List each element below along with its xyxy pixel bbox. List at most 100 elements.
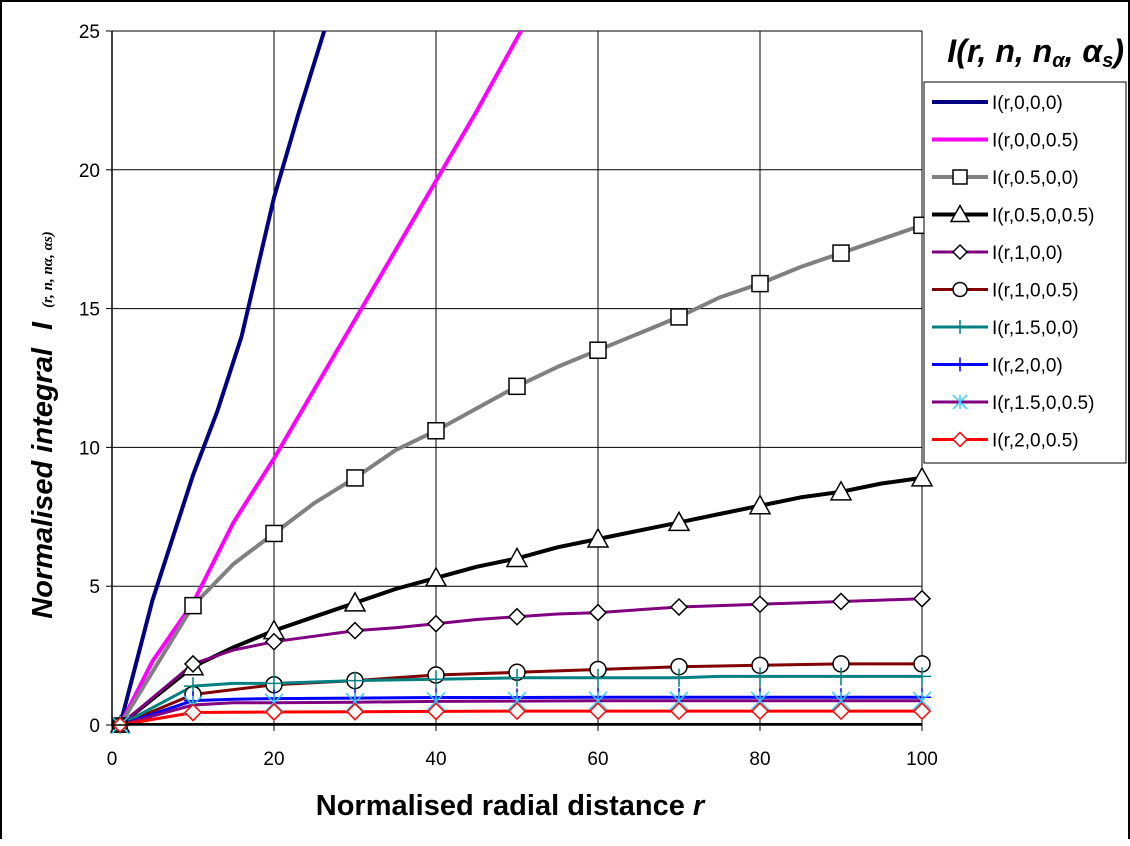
legend-label: I(r,1.5,0,0) [992, 318, 1079, 339]
marker-diamond [750, 702, 770, 721]
y-tick-label: 25 [79, 22, 100, 43]
marker-square [508, 377, 526, 396]
y-axis-title-text: Normalised integral [27, 347, 59, 619]
legend: I(r,0,0,0) I(r,0,0,0.5) I(r,0.5,0,0) I(r,0.… [923, 81, 1127, 464]
marker-circle [952, 281, 968, 298]
y-tick-label: 10 [79, 438, 100, 459]
series-line [118, 475, 922, 725]
legend-label: I(r,1,0,0.5) [992, 281, 1079, 302]
marker-square [670, 308, 688, 326]
chart-title: I(r, n, nα, αs) [947, 33, 1124, 72]
series-line [118, 31, 523, 725]
series-line [118, 695, 922, 725]
marker-triangle [910, 466, 934, 487]
marker-square [589, 341, 607, 359]
grid-lines [112, 30, 923, 725]
marker-triangle [424, 566, 448, 587]
marker-plus [832, 667, 850, 686]
title-close: ) [1110, 33, 1124, 69]
marker-diamond [912, 589, 932, 608]
marker-diamond [669, 702, 689, 721]
legend-item: I(r,0,0,0) [932, 93, 1063, 114]
marker-triangle [667, 510, 691, 532]
y-tick-label: 20 [79, 161, 100, 182]
x-tick-label: 80 [749, 749, 770, 770]
axes: 0 20 40 60 80 100 0 5 10 15 20 25 [79, 22, 938, 770]
marker-plus [670, 668, 688, 687]
marker-diamond [264, 702, 284, 722]
marker-diamond [426, 702, 446, 721]
marker-diamond [951, 431, 969, 448]
title-as-sub: s [1102, 50, 1113, 72]
marker-diamond [912, 702, 932, 721]
marker-plus [913, 667, 931, 686]
legend-label: I(r,1.5,0,0.5) [992, 393, 1094, 414]
legend-item: I(r,2,0,0.5) [932, 431, 1079, 452]
y-tick-label: 5 [89, 577, 100, 598]
legend-label: I(r,0,0,0.5) [992, 131, 1079, 152]
x-tick-label: 0 [107, 749, 118, 770]
marker-plus [751, 667, 769, 686]
series-lines [112, 31, 922, 725]
legend-item: I(r,0.5,0,0) [932, 168, 1079, 189]
title-as-base: α [1082, 33, 1103, 69]
marker-plus [265, 674, 283, 693]
x-tick-label: 60 [587, 749, 608, 770]
marker-triangle [586, 527, 610, 548]
marker-plus [589, 668, 607, 687]
y-tick-label: 15 [79, 300, 100, 321]
marker-plus [508, 668, 526, 687]
legend-item: I(r,0,0,0.5) [932, 131, 1079, 152]
legend-item: I(r,0.5,0,0.5) [932, 203, 1094, 227]
marker-diamond [507, 702, 527, 721]
legend-item: I(r,1,0,0) [932, 243, 1063, 264]
marker-diamond [831, 702, 851, 721]
title-sep1: , [977, 33, 996, 69]
x-axis-title: Normalised radial distance r [316, 790, 706, 822]
marker-diamond [750, 595, 770, 614]
marker-square [184, 596, 202, 615]
marker-triangle [748, 494, 772, 515]
legend-label: I(r,0.5,0,0) [992, 168, 1079, 189]
marker-triangle [949, 203, 971, 223]
series-line [118, 31, 327, 725]
x-axis-title-var: r [693, 790, 706, 822]
x-tick-label: 100 [906, 749, 938, 770]
marker-square [265, 524, 283, 543]
marker-triangle [505, 546, 529, 568]
marker-plus [953, 357, 967, 372]
legend-label: I(r,0.5,0,0.5) [992, 206, 1094, 227]
x-tick-label: 20 [263, 749, 284, 770]
marker-diamond [345, 621, 365, 640]
series-line [118, 699, 922, 725]
y-tick-label: 0 [89, 716, 100, 737]
legend-label: I(r,2,0,0.5) [992, 431, 1079, 452]
legend-label: I(r,0,0,0) [992, 93, 1063, 114]
marker-plus [427, 670, 445, 689]
marker-diamond [426, 614, 446, 633]
marker-square [952, 169, 968, 185]
y-axis-title-symbol: I [27, 321, 59, 330]
title-r: r [967, 33, 981, 69]
title-na-base: n [1033, 33, 1053, 69]
x-tick-label: 40 [425, 749, 446, 770]
marker-triangle [343, 591, 367, 612]
legend-item: I(r,1.5,0,0.5) [932, 393, 1094, 414]
legend-label: I(r,1,0,0) [992, 243, 1063, 264]
marker-diamond [183, 703, 203, 722]
title-sep3: , [1064, 33, 1083, 69]
marker-diamond [588, 702, 608, 721]
legend-item: I(r,1.5,0,0) [932, 318, 1079, 339]
marker-square [832, 244, 850, 262]
marker-diamond [264, 632, 284, 651]
marker-diamond [951, 243, 969, 261]
y-axis-title-args: (r, n, nα, αs) [40, 231, 56, 308]
marker-diamond [588, 603, 608, 622]
legend-item: I(r,1,0,0.5) [932, 281, 1079, 302]
marker-triangle [829, 480, 853, 501]
legend-label: I(r,2,0,0) [992, 356, 1063, 377]
title-na-sub: α [1052, 50, 1066, 72]
marker-square [427, 421, 445, 440]
marker-plus [953, 320, 967, 334]
